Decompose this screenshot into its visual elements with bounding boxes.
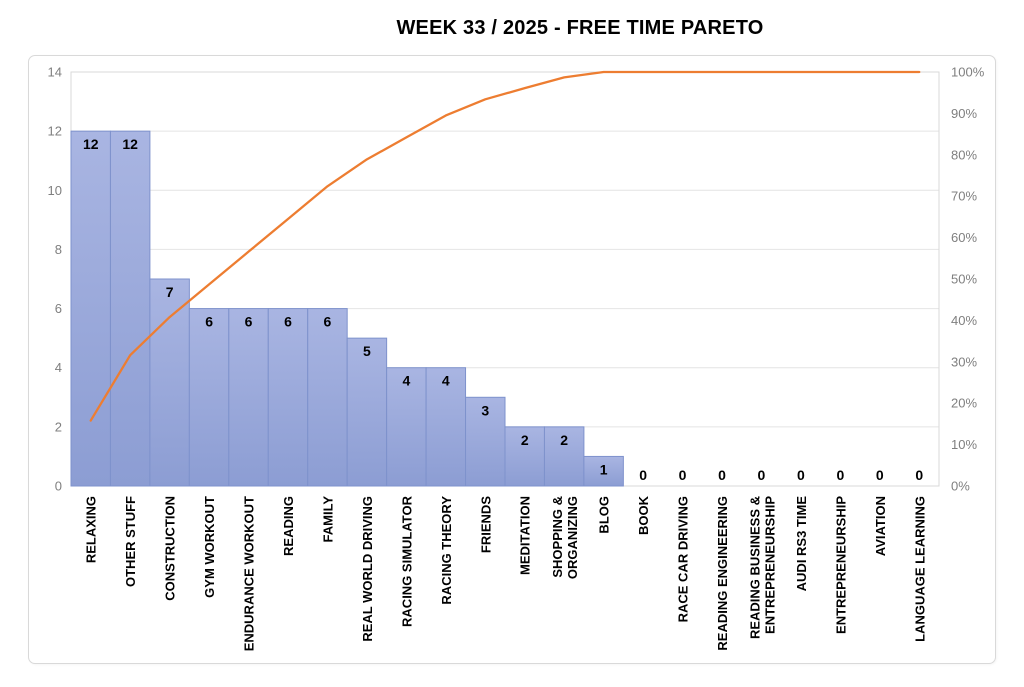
cumulative-line <box>89 70 921 422</box>
right-axis-tick-label: 80% <box>951 147 977 162</box>
category-label: BOOK <box>636 495 651 535</box>
bar-value-label: 12 <box>122 136 138 152</box>
category-label: RELAXING <box>84 496 99 563</box>
bar-value-label: 3 <box>481 402 489 418</box>
left-axis-tick-label: 0 <box>55 479 62 494</box>
right-axis-tick-label: 10% <box>951 437 977 452</box>
left-axis-tick-label: 14 <box>48 65 62 80</box>
bar-value-label: 6 <box>284 314 292 330</box>
category-label: FRIENDS <box>478 496 493 553</box>
bar <box>188 308 230 487</box>
category-label: GYM WORKOUT <box>202 496 217 598</box>
bar-value-label: 0 <box>797 467 805 483</box>
category-label: RACING SIMULATOR <box>399 495 414 627</box>
category-label: ENDURANCE WORKOUT <box>242 496 257 651</box>
right-axis-tick-label: 20% <box>951 396 977 411</box>
bar-value-label: 0 <box>836 467 844 483</box>
bar-value-label: 12 <box>83 136 99 152</box>
category-label: RACING THEORY <box>439 496 454 605</box>
category-label: OTHER STUFF <box>123 496 138 587</box>
bar-value-label: 0 <box>915 467 923 483</box>
bar <box>149 278 190 487</box>
bar-value-label: 6 <box>324 314 332 330</box>
category-label: LANGUAGE LEARNING <box>912 496 927 642</box>
bar <box>346 337 388 487</box>
right-axis-tick-label: 100% <box>951 65 985 80</box>
bar-value-label: 5 <box>363 343 371 359</box>
left-axis-tick-label: 4 <box>55 360 62 375</box>
bar-value-label: 0 <box>758 467 766 483</box>
category-label: READING <box>281 496 296 556</box>
bar-value-label: 2 <box>521 432 529 448</box>
right-axis-tick-label: 90% <box>951 106 977 121</box>
category-label: AVIATION <box>873 496 888 556</box>
category-label: RACE CAR DRIVING <box>676 496 691 622</box>
bar-value-label: 0 <box>639 467 647 483</box>
bar-value-label: 0 <box>876 467 884 483</box>
right-axis-tick-label: 50% <box>951 272 977 287</box>
left-axis-tick-label: 2 <box>55 419 62 434</box>
bar <box>70 130 111 487</box>
bar <box>583 455 624 487</box>
bar-value-label: 7 <box>166 284 174 300</box>
right-axis-tick-label: 70% <box>951 189 977 204</box>
category-label: READING ENGINEERING <box>715 496 730 651</box>
category-label: AUDI RS3 TIME <box>794 496 809 592</box>
bar-value-label: 4 <box>402 373 410 389</box>
category-label: REAL WORLD DRIVING <box>360 496 375 642</box>
bar-value-label: 6 <box>245 314 253 330</box>
category-label: ENTREPRENEURSHIP <box>833 496 848 634</box>
left-axis-tick-label: 6 <box>55 301 62 316</box>
category-label: FAMILY <box>320 496 335 543</box>
category-label: BLOG <box>597 496 612 534</box>
left-axis-tick-label: 8 <box>55 242 62 257</box>
bar-value-label: 0 <box>679 467 687 483</box>
category-label: SHOPPING &ORGANIZING <box>550 496 580 579</box>
category-label: READING BUSINESS &ENTREPRENEURSHIP <box>747 496 777 639</box>
bar <box>109 130 151 487</box>
bar <box>386 367 427 487</box>
bar-value-label: 6 <box>205 314 213 330</box>
bar <box>425 367 467 487</box>
bar-value-label: 2 <box>560 432 568 448</box>
bar <box>228 308 269 487</box>
category-label: MEDITATION <box>518 496 533 575</box>
right-axis-tick-label: 40% <box>951 313 977 328</box>
left-axis-tick-label: 12 <box>48 124 62 139</box>
bar <box>543 426 585 487</box>
right-axis-tick-label: 60% <box>951 230 977 245</box>
bar-value-label: 1 <box>600 461 608 477</box>
bar <box>267 308 309 487</box>
bar-value-label: 0 <box>718 467 726 483</box>
bar-value-label: 4 <box>442 373 450 389</box>
right-axis-tick-label: 0% <box>951 479 970 494</box>
bar <box>307 308 348 487</box>
right-axis-tick-label: 30% <box>951 354 977 369</box>
left-axis-tick-label: 10 <box>48 183 62 198</box>
bar <box>465 396 506 487</box>
chart-title: WEEK 33 / 2025 - FREE TIME PARETO <box>396 17 764 39</box>
chart-frame: 12 12 7 6 6 6 6 5 4 4 3 2 2 1 0 0 0 0 0 0 0 0 0 2 4 6 8 10 12 14 0% 10%… <box>28 55 996 664</box>
category-label: CONSTRUCTION <box>163 496 178 601</box>
